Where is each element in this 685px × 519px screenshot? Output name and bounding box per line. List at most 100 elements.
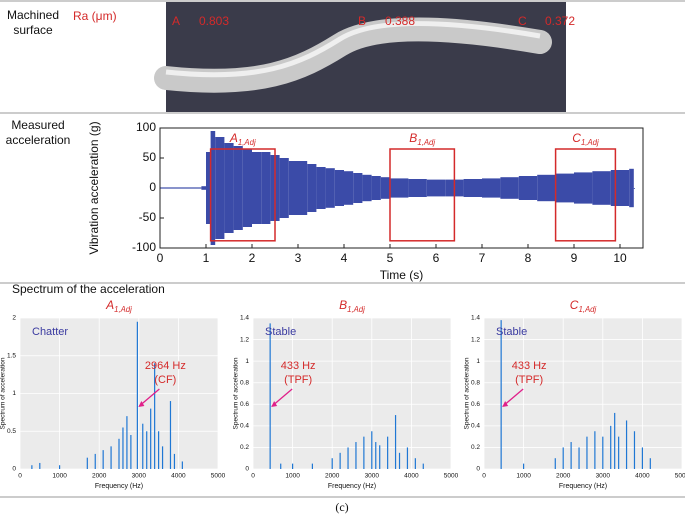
x-tick-label: 4000 (635, 473, 650, 480)
x-tick-label: 0 (482, 473, 486, 480)
envelope-segment (160, 187, 183, 189)
envelope-segment (325, 168, 335, 208)
envelope-segment (629, 168, 634, 208)
envelope-segment (592, 171, 611, 205)
y-tick-label: 1.2 (240, 336, 249, 343)
label-main: C (570, 298, 579, 312)
subscript-label: C1,Adj (572, 131, 599, 147)
point-name: C (518, 14, 527, 28)
y-tick-label: 0 (476, 466, 480, 473)
envelope-segment (183, 187, 202, 189)
y-tick-label: 0.2 (240, 444, 249, 451)
x-tick-label: 3 (295, 251, 302, 265)
y-tick-label: 1.4 (471, 315, 480, 322)
envelope-segment (463, 179, 482, 197)
surface-photo (166, 2, 566, 112)
y-tick-label: 1 (245, 358, 249, 365)
annotation-arrow (138, 388, 160, 407)
x-axis-label: Frequency (Hz) (559, 483, 607, 490)
ra-value: 0.803 (199, 14, 229, 28)
x-tick-label: 5000 (444, 473, 459, 480)
x-tick-label: 1 (203, 251, 210, 265)
envelope-segment (482, 178, 501, 198)
x-tick-label: 4000 (404, 473, 419, 480)
y-tick-label: 0.4 (240, 423, 249, 430)
x-tick-label: 2000 (325, 473, 340, 480)
y-tick-label: 0.8 (240, 379, 249, 386)
x-tick-label: 0 (18, 473, 22, 480)
label-sub: 1,Adj (347, 305, 365, 314)
x-axis-label: Time (s) (380, 268, 424, 282)
subscript-label: B1,Adj (409, 131, 435, 147)
y-tick-label: 1.2 (471, 336, 480, 343)
section-label: surface (13, 23, 53, 37)
x-tick-label: 10 (613, 251, 627, 265)
envelope-segment (215, 137, 225, 239)
annotation-arrow (502, 388, 524, 407)
section-heading: Spectrum of the acceleration (12, 282, 165, 296)
annotation: (CF) (154, 374, 176, 386)
ra-value: 0.372 (545, 14, 575, 28)
envelope-segment (298, 161, 308, 215)
label-main: A (105, 298, 114, 312)
point-name: B (358, 14, 366, 28)
y-tick-label: 0.6 (240, 401, 249, 408)
label-sub: 1,Adj (578, 305, 596, 314)
label-main: B (339, 298, 347, 312)
x-tick-label: 4000 (171, 473, 186, 480)
y-tick-label: 0.2 (471, 444, 480, 451)
envelope-segment (353, 173, 363, 203)
x-tick-label: 6 (433, 251, 440, 265)
plot-frame (159, 127, 644, 249)
workpiece-highlight (165, 21, 541, 78)
label-sub: 1,Adj (114, 305, 132, 314)
x-tick-label: 0 (157, 251, 164, 265)
annotation: (TPF) (284, 374, 312, 386)
y-tick-label: 0 (12, 466, 16, 473)
subscript-label: A1,Adj (229, 131, 256, 147)
status-label: Stable (496, 326, 527, 338)
arrow-head (138, 401, 145, 407)
envelope-segment (390, 178, 409, 198)
plot-background (253, 318, 451, 469)
envelope-segment (518, 176, 538, 200)
annotation: 433 Hz (281, 360, 316, 372)
workpiece (154, 17, 552, 93)
x-tick-label: 3000 (132, 473, 147, 480)
y-tick-label: 0 (245, 466, 249, 473)
annotation: (TPF) (515, 374, 543, 386)
envelope-segment (242, 149, 252, 227)
envelope-segment (206, 152, 211, 224)
plot-background (484, 318, 682, 469)
x-axis-label: Frequency (Hz) (328, 483, 376, 490)
x-tick-label: 7 (479, 251, 486, 265)
y-tick-label: 2 (12, 315, 16, 322)
status-label: Stable (265, 326, 296, 338)
annotation: 433 Hz (512, 360, 547, 372)
envelope-segment (288, 161, 298, 215)
y-tick-label: 0.5 (7, 428, 16, 435)
y-tick-label: 0.6 (471, 401, 480, 408)
y-tick-label: 0.8 (471, 379, 480, 386)
x-tick-label: 0 (251, 473, 255, 480)
x-tick-label: 8 (525, 251, 532, 265)
y-tick-label: -50 (139, 210, 157, 224)
envelope-segment (224, 143, 234, 233)
envelope-segment (210, 131, 216, 245)
y-tick-label: 0.4 (471, 423, 480, 430)
y-axis-label: Vibration acceleration (g) (87, 121, 101, 254)
label-main: B (409, 131, 417, 145)
x-tick-label: 5 (387, 251, 394, 265)
x-tick-label: 5000 (211, 473, 226, 480)
envelope-segment (380, 177, 390, 199)
envelope-segment (555, 173, 574, 203)
section-label: acceleration (6, 133, 71, 147)
x-tick-label: 5000 (675, 473, 685, 480)
envelope-segment (610, 170, 630, 206)
y-tick-label: 1.5 (7, 352, 16, 359)
ra-value: 0.388 (385, 14, 415, 28)
label-sub: 1,Adj (581, 138, 599, 147)
envelope-segment (574, 172, 593, 204)
envelope-segment (252, 152, 262, 224)
arrow-head (271, 401, 278, 407)
